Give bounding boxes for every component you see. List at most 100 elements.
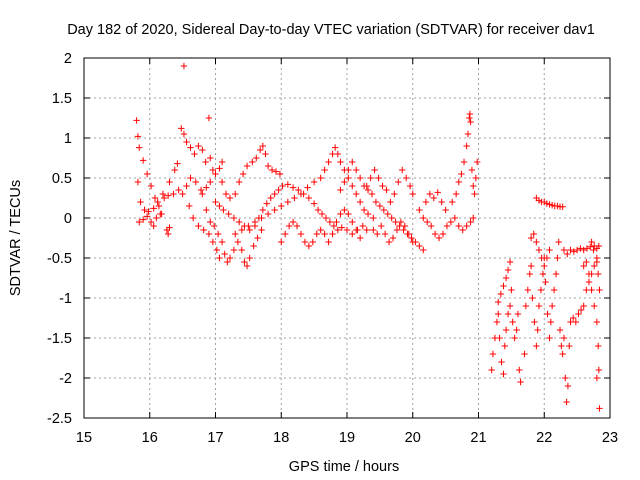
data-point [559,350,566,358]
data-point [254,234,261,242]
data-point [442,206,449,214]
data-point [577,245,584,252]
data-point [460,158,468,166]
data-point [449,198,456,206]
data-point [488,366,495,374]
data-point [271,190,278,198]
y-tick-label: -1 [59,291,72,307]
data-point [409,190,416,198]
x-tick-label: 21 [470,430,486,446]
data-point [560,246,568,254]
data-point [264,162,272,170]
data-point [337,210,344,218]
data-point [243,262,251,270]
data-point [271,206,278,214]
data-point [562,374,569,382]
data-point [391,190,398,198]
data-point [175,186,182,194]
data-point [399,166,406,174]
data-point [389,234,397,242]
data-point [264,210,272,218]
data-point [527,234,535,242]
data-point [473,158,481,166]
data-point [466,114,473,122]
y-tick-label: 1 [64,131,72,147]
data-point [297,190,305,198]
data-point [511,334,518,342]
data-point [384,210,391,218]
data-point [572,318,580,326]
data-point [267,194,274,202]
data-point [502,326,510,334]
data-point [345,174,352,182]
data-point [238,246,245,254]
data-point [431,230,439,238]
data-point [314,206,322,214]
data-point [209,238,217,246]
data-point [195,142,202,150]
data-point [567,246,574,254]
data-point [151,194,159,202]
data-point [174,160,181,167]
data-point [210,222,218,230]
data-point [585,278,593,286]
data-point [575,310,582,318]
data-point [251,218,259,226]
data-point [225,210,232,218]
data-point [246,226,253,234]
data-point [573,246,581,254]
data-point [566,342,573,350]
data-point [191,150,198,158]
y-tick-label: -2.5 [47,411,72,427]
data-point [279,182,286,190]
data-point [141,206,148,214]
data-point [353,190,360,198]
data-point [143,170,151,178]
data-point [278,202,285,210]
data-point [539,270,547,278]
data-point [216,254,223,262]
data-point [363,226,370,234]
data-point [278,238,285,246]
data-point [295,186,302,194]
y-tick-label: 1.5 [52,91,72,107]
data-point [383,186,390,194]
data-point [427,222,435,230]
data-point [500,282,507,290]
data-point [253,154,260,162]
data-point [205,230,213,238]
data-point [516,366,523,374]
data-point [467,218,474,226]
data-point [583,258,590,266]
data-point [349,182,356,190]
data-point [297,230,305,238]
data-point [338,224,345,231]
data-point [356,198,364,206]
data-point [424,218,431,226]
data-point [199,146,206,154]
data-point [464,130,472,138]
data-point [337,186,344,194]
data-point [183,138,190,146]
data-point [434,189,441,196]
data-point [145,208,152,215]
data-point [388,214,395,222]
data-point [596,405,603,412]
data-point [472,174,480,182]
data-point [212,198,219,206]
data-point [580,246,587,254]
data-point [321,230,328,238]
data-point [326,218,334,226]
data-point [291,194,298,202]
x-tick-label: 16 [142,430,158,446]
data-point [258,226,265,234]
data-point [133,117,140,124]
data-point [439,230,447,238]
data-point [588,238,595,246]
data-points [133,62,603,412]
data-point [502,274,510,282]
data-point [521,350,528,358]
data-point [313,230,320,238]
data-point [543,254,551,262]
data-point [452,190,460,198]
